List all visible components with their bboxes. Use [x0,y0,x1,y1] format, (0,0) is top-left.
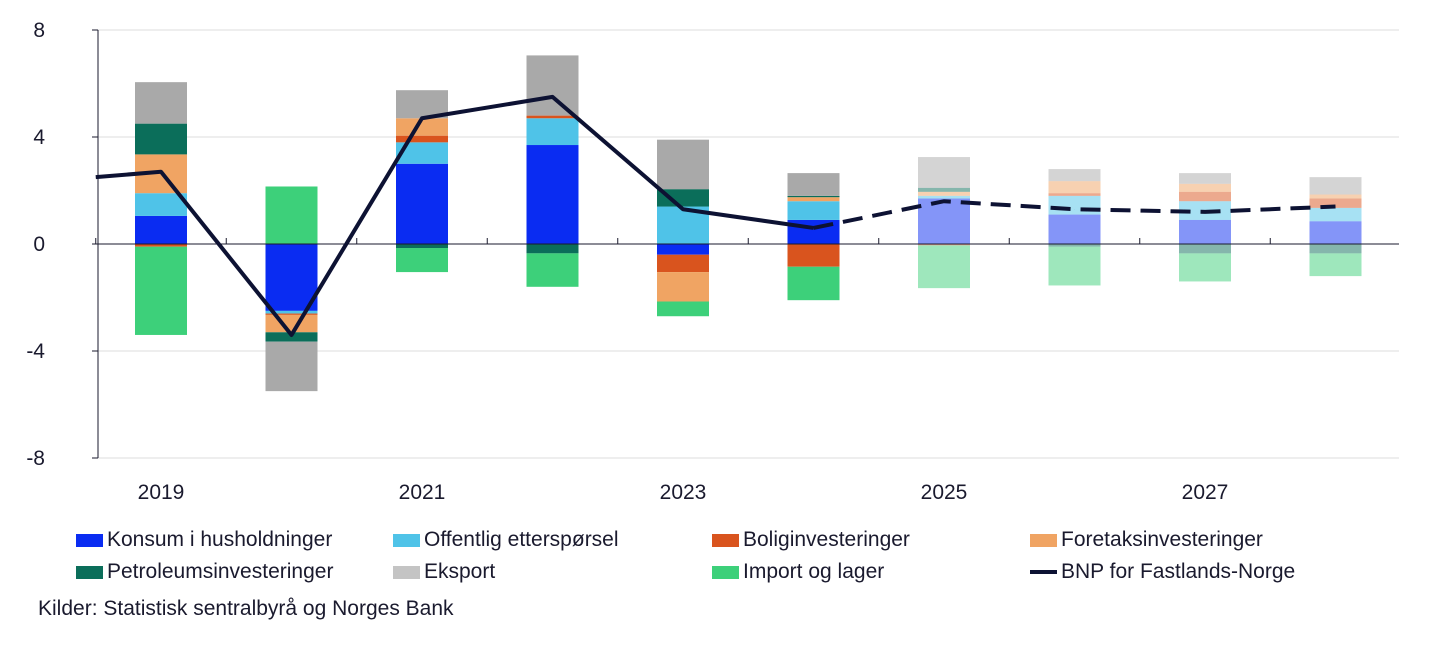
bar-2028-s1 [1309,207,1362,222]
bar-2027-s6 [1179,253,1231,282]
y-tick-label-4: -8 [26,447,45,470]
bar-2023-s4 [657,189,709,207]
bar-2023-s2 [657,254,709,273]
bar-2021-s0 [396,163,448,244]
axes [92,29,1399,459]
bar-2022-s2 [526,115,579,119]
bar-2020-s5 [265,341,318,392]
bar-2024-s1 [787,201,840,220]
bar-2024-s6 [787,266,840,301]
source-note: Kilder: Statistisk sentralbyrå og Norges… [38,597,454,620]
bar-2022-s5 [526,55,579,116]
gdp-line-projection [813,199,1336,230]
y-tick-label-1: 4 [33,126,45,149]
bar-2020-s1 [265,310,318,314]
bar-2019-s5 [135,82,187,124]
bar-2028-s5 [1309,177,1362,195]
bar-2021-s3 [396,118,448,136]
x-tick-label-2027: 2027 [1182,481,1229,504]
bar-2026-s3 [1048,181,1101,194]
bars [135,55,1362,392]
x-tick-labels: 2019 2021 2023 2025 2027 [138,481,1229,504]
bar-2025-s6 [918,245,970,289]
chart: 8 4 0 -4 -8 2019 2021 2023 2025 2027 [26,19,1399,504]
bar-2025-s1 [918,195,970,199]
bar-2028-s6 [1309,253,1362,277]
bar-2025-s4 [918,187,970,192]
bar-2027-s0 [1179,219,1231,244]
bar-2022-s6 [526,253,579,287]
bar-2026-s1 [1048,195,1101,215]
bar-2028-s2 [1309,198,1362,208]
bar-2026-s6 [1048,246,1101,286]
x-tick-label-2025: 2025 [921,481,968,504]
x-tick-label-2023: 2023 [660,481,707,504]
bar-2019-s0 [135,215,187,244]
bar-2020-s3 [265,314,318,333]
y-tick-label-0: 8 [33,19,45,42]
bar-2022-s0 [526,145,579,244]
bar-2025-s2 [918,244,970,246]
y-tick-labels: 8 4 0 -4 -8 [26,19,45,470]
bar-2019-s6 [135,246,187,335]
bar-2021-s6 [396,248,448,273]
bar-2025-s5 [918,157,970,188]
bar-2023-s0 [657,244,709,255]
bar-2027-s5 [1179,173,1231,184]
bar-2020-s6 [265,186,318,244]
bar-2026-s2 [1048,193,1101,196]
bar-2024-s3 [787,197,840,202]
bar-2027-s2 [1179,191,1231,202]
bar-2020-s4 [265,332,318,342]
bar-2025-s3 [918,191,970,196]
y-tick-label-3: -4 [26,340,45,363]
bar-2019-s1 [135,193,187,216]
bar-2023-s6 [657,301,709,317]
bar-2021-s2 [396,135,448,143]
bar-2026-s5 [1048,169,1101,182]
bar-2022-s4 [526,244,579,254]
bar-2027-s3 [1179,183,1231,192]
bar-2026-s4 [1048,244,1101,247]
bar-2024-s4 [787,195,840,198]
x-tick-label-2019: 2019 [138,481,185,504]
bar-2022-s1 [526,118,579,146]
bar-2026-s0 [1048,214,1101,244]
bar-2021-s4 [396,244,448,249]
bar-2028-s0 [1309,221,1362,244]
bar-2019-s2 [135,244,187,247]
bar-2027-s4 [1179,244,1231,254]
gdp-line-group [95,94,1336,337]
bar-2020-s2 [265,313,318,315]
bar-2020-s0 [265,244,318,311]
bar-2028-s3 [1309,194,1362,199]
bar-2024-s5 [787,173,840,196]
bar-2028-s4 [1309,244,1362,254]
x-tick-label-2021: 2021 [399,481,446,504]
bar-2019-s4 [135,123,187,155]
bar-2025-s0 [918,198,970,244]
bar-2021-s1 [396,142,448,164]
bar-2023-s5 [657,139,709,190]
bar-2023-s3 [657,272,709,302]
y-tick-label-2: 0 [33,233,45,256]
bar-2024-s2 [787,244,840,267]
